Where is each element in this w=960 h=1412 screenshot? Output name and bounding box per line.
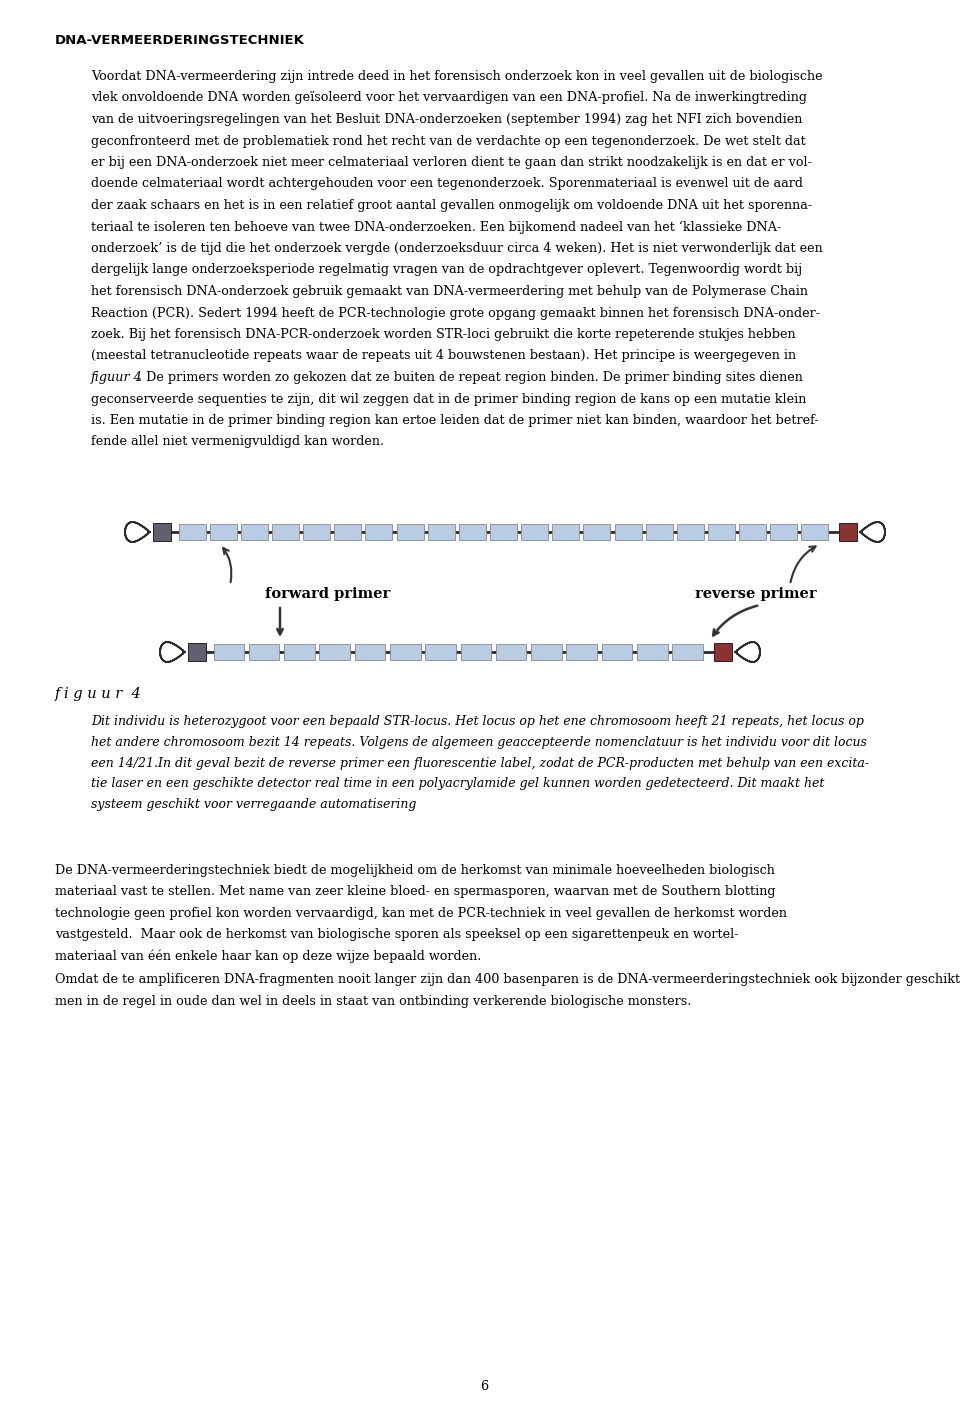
FancyBboxPatch shape bbox=[303, 524, 330, 539]
FancyBboxPatch shape bbox=[636, 644, 667, 659]
FancyBboxPatch shape bbox=[602, 644, 633, 659]
Text: materiaal van één enkele haar kan op deze wijze bepaald worden.: materiaal van één enkele haar kan op dez… bbox=[55, 950, 481, 963]
FancyBboxPatch shape bbox=[566, 644, 597, 659]
FancyBboxPatch shape bbox=[320, 644, 350, 659]
FancyBboxPatch shape bbox=[354, 644, 385, 659]
Text: doende celmateriaal wordt achtergehouden voor een tegenonderzoek. Sporenmateriaa: doende celmateriaal wordt achtergehouden… bbox=[91, 178, 803, 191]
FancyBboxPatch shape bbox=[490, 524, 517, 539]
Text: men in de regel in oude dan wel in deels in staat van ontbinding verkerende biol: men in de regel in oude dan wel in deels… bbox=[55, 995, 691, 1008]
Text: reverse primer: reverse primer bbox=[695, 587, 817, 602]
Text: is. Een mutatie in de primer binding region kan ertoe leiden dat de primer niet : is. Een mutatie in de primer binding reg… bbox=[91, 414, 819, 426]
Text: teriaal te isoleren ten behoeve van twee DNA-onderzoeken. Een bijkomend nadeel v: teriaal te isoleren ten behoeve van twee… bbox=[91, 220, 781, 234]
Text: DNA-VERMEERDERINGSTECHNIEK: DNA-VERMEERDERINGSTECHNIEK bbox=[55, 34, 305, 47]
Text: Omdat de te amplificeren DNA-fragmenten nooit langer zijn dan 400 basenparen is : Omdat de te amplificeren DNA-fragmenten … bbox=[55, 973, 960, 987]
FancyBboxPatch shape bbox=[366, 524, 393, 539]
Text: De DNA-vermeerderingstechniek biedt de mogelijkheid om de herkomst van minimale : De DNA-vermeerderingstechniek biedt de m… bbox=[55, 864, 775, 877]
Text: geconserveerde sequenties te zijn, dit wil zeggen dat in de primer binding regio: geconserveerde sequenties te zijn, dit w… bbox=[91, 393, 806, 405]
Text: der zaak schaars en het is in een relatief groot aantal gevallen onmogelijk om v: der zaak schaars en het is in een relati… bbox=[91, 199, 812, 212]
FancyBboxPatch shape bbox=[461, 644, 492, 659]
Text: technologie geen profiel kon worden vervaardigd, kan met de PCR-techniek in veel: technologie geen profiel kon worden verv… bbox=[55, 907, 787, 921]
Text: tie laser en een geschikte detector real time in een polyacrylamide gel kunnen w: tie laser en een geschikte detector real… bbox=[91, 778, 825, 791]
FancyBboxPatch shape bbox=[209, 524, 237, 539]
FancyBboxPatch shape bbox=[770, 524, 798, 539]
Text: het forensisch DNA-onderzoek gebruik gemaakt van DNA-vermeerdering met behulp va: het forensisch DNA-onderzoek gebruik gem… bbox=[91, 285, 808, 298]
Text: een 14/21.In dit geval bezit de reverse primer een fluorescentie label, zodat de: een 14/21.In dit geval bezit de reverse … bbox=[91, 757, 869, 770]
Text: dergelijk lange onderzoeksperiode regelmatig vragen van de opdrachtgever oplever: dergelijk lange onderzoeksperiode regelm… bbox=[91, 264, 803, 277]
Text: materiaal vast te stellen. Met name van zeer kleine bloed- en spermasporen, waar: materiaal vast te stellen. Met name van … bbox=[55, 885, 776, 898]
Text: Reaction (PCR). Sedert 1994 heeft de PCR-technologie grote opgang gemaakt binnen: Reaction (PCR). Sedert 1994 heeft de PCR… bbox=[91, 306, 820, 319]
FancyBboxPatch shape bbox=[614, 524, 641, 539]
FancyBboxPatch shape bbox=[839, 522, 857, 541]
Text: het andere chromosoom bezit 14 repeats. Volgens de algemeen geaccepteerde nomenc: het andere chromosoom bezit 14 repeats. … bbox=[91, 736, 867, 748]
FancyBboxPatch shape bbox=[188, 642, 206, 661]
Text: fende allel niet vermenigvuldigd kan worden.: fende allel niet vermenigvuldigd kan wor… bbox=[91, 435, 384, 449]
Text: f i g u u r  4: f i g u u r 4 bbox=[55, 688, 142, 700]
FancyBboxPatch shape bbox=[708, 524, 735, 539]
FancyBboxPatch shape bbox=[802, 524, 828, 539]
FancyBboxPatch shape bbox=[272, 524, 299, 539]
Text: forward primer: forward primer bbox=[265, 587, 391, 602]
FancyBboxPatch shape bbox=[334, 524, 361, 539]
FancyBboxPatch shape bbox=[425, 644, 456, 659]
FancyBboxPatch shape bbox=[739, 524, 766, 539]
FancyBboxPatch shape bbox=[552, 524, 579, 539]
FancyBboxPatch shape bbox=[584, 524, 611, 539]
Text: vastgesteld.  Maar ook de herkomst van biologische sporen als speeksel op een si: vastgesteld. Maar ook de herkomst van bi… bbox=[55, 929, 738, 942]
FancyBboxPatch shape bbox=[241, 524, 268, 539]
FancyBboxPatch shape bbox=[521, 524, 548, 539]
Text: figuur 4: figuur 4 bbox=[91, 371, 143, 384]
FancyBboxPatch shape bbox=[646, 524, 673, 539]
Text: vlek onvoldoende DNA worden geïsoleerd voor het vervaardigen van een DNA-profiel: vlek onvoldoende DNA worden geïsoleerd v… bbox=[91, 92, 807, 104]
FancyBboxPatch shape bbox=[672, 644, 703, 659]
Text: zoek. Bij het forensisch DNA-PCR-onderzoek worden STR-loci gebruikt die korte re: zoek. Bij het forensisch DNA-PCR-onderzo… bbox=[91, 328, 796, 342]
FancyBboxPatch shape bbox=[213, 644, 244, 659]
Text: van de uitvoeringsregelingen van het Besluit DNA-onderzoeken (september 1994) za: van de uitvoeringsregelingen van het Bes… bbox=[91, 113, 803, 126]
FancyBboxPatch shape bbox=[714, 642, 732, 661]
FancyBboxPatch shape bbox=[284, 644, 315, 659]
Text: systeem geschikt voor verregaande automatisering: systeem geschikt voor verregaande automa… bbox=[91, 798, 417, 812]
FancyBboxPatch shape bbox=[179, 524, 205, 539]
FancyBboxPatch shape bbox=[427, 524, 455, 539]
FancyBboxPatch shape bbox=[531, 644, 562, 659]
FancyBboxPatch shape bbox=[390, 644, 420, 659]
FancyBboxPatch shape bbox=[495, 644, 526, 659]
Text: er bij een DNA-onderzoek niet meer celmateriaal verloren dient te gaan dan strik: er bij een DNA-onderzoek niet meer celma… bbox=[91, 155, 812, 169]
Text: 6: 6 bbox=[480, 1380, 488, 1394]
Text: (meestal tetranucleotide repeats waar de repeats uit 4 bouwstenen bestaan). Het : (meestal tetranucleotide repeats waar de… bbox=[91, 350, 796, 363]
Text: Voordat DNA-vermeerdering zijn intrede deed in het forensisch onderzoek kon in v: Voordat DNA-vermeerdering zijn intrede d… bbox=[91, 71, 823, 83]
FancyBboxPatch shape bbox=[249, 644, 279, 659]
FancyBboxPatch shape bbox=[677, 524, 704, 539]
FancyBboxPatch shape bbox=[459, 524, 486, 539]
Text: Dit individu is heterozygoot voor een bepaald STR-locus. Het locus op het ene ch: Dit individu is heterozygoot voor een be… bbox=[91, 714, 864, 729]
Text: onderzoek’ is de tijd die het onderzoek vergde (onderzoeksduur circa 4 weken). H: onderzoek’ is de tijd die het onderzoek … bbox=[91, 241, 823, 256]
FancyBboxPatch shape bbox=[396, 524, 423, 539]
FancyBboxPatch shape bbox=[153, 522, 171, 541]
Text: . De primers worden zo gekozen dat ze buiten de repeat region binden. De primer : . De primers worden zo gekozen dat ze bu… bbox=[138, 371, 803, 384]
Text: geconfronteerd met de problematiek rond het recht van de verdachte op een tegeno: geconfronteerd met de problematiek rond … bbox=[91, 134, 805, 147]
